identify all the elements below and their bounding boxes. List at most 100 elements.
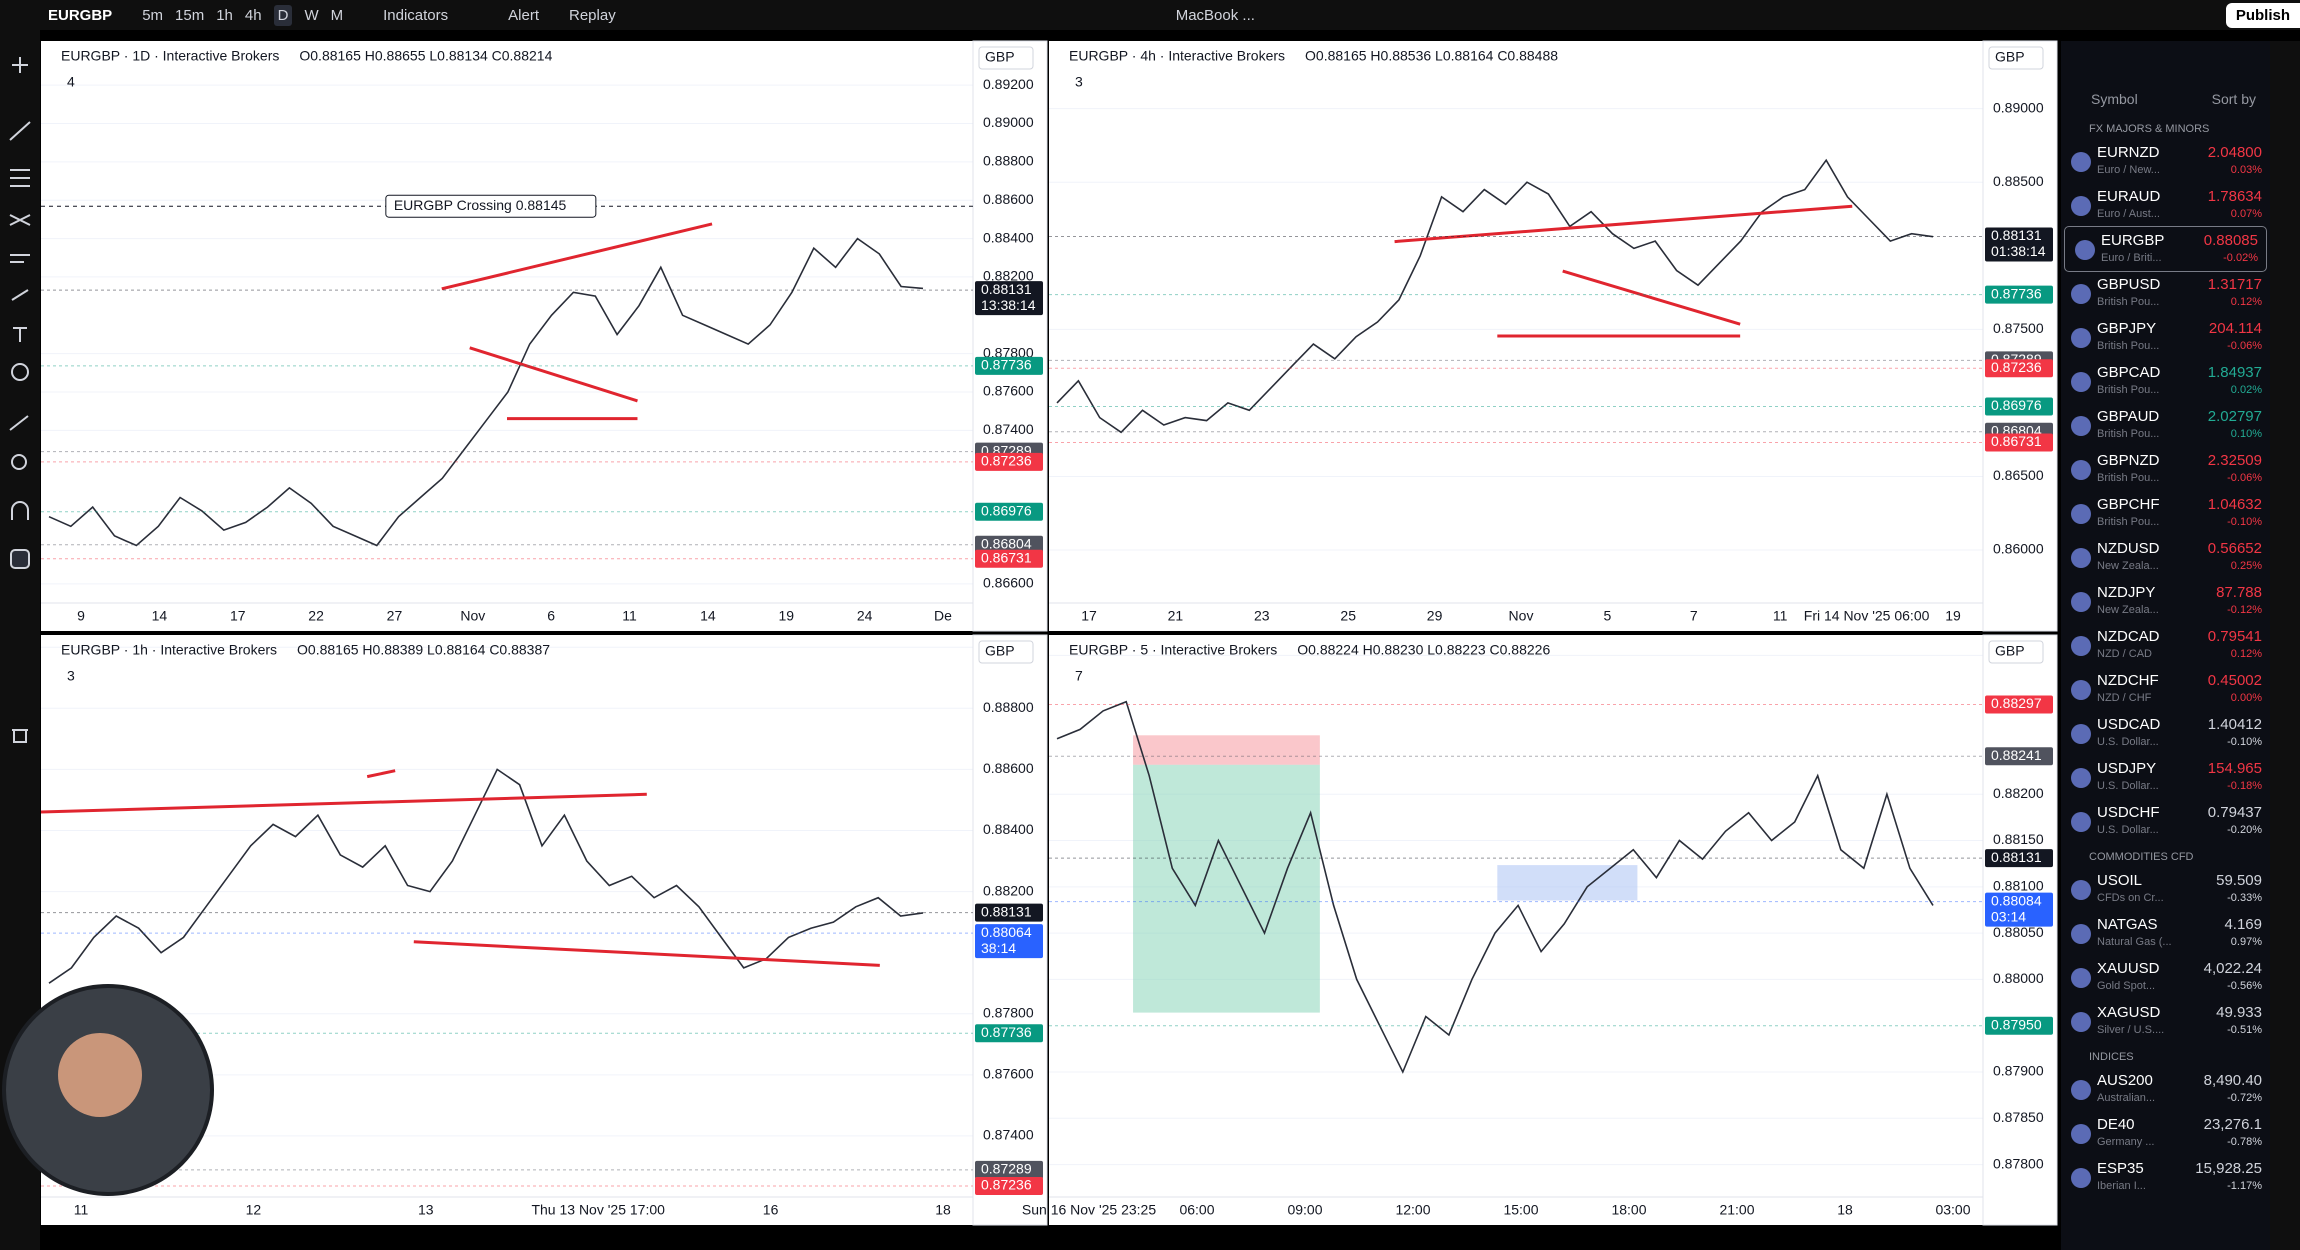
price-badge-label: 0.88131: [1991, 227, 2042, 243]
section-header[interactable]: INDICES: [2089, 1051, 2134, 1063]
price-tick-label: 0.89000: [1993, 99, 2044, 115]
symbol-icon: [2071, 1080, 2091, 1100]
interval-button[interactable]: 5m: [142, 6, 164, 24]
watchlist-row[interactable]: GBPAUD British Pou... 2.02797 0.10%: [2061, 403, 2270, 447]
price-axis: [1982, 40, 2058, 632]
watchlist-row[interactable]: AUS200 Australian... 8,490.40 -0.72%: [2061, 1067, 2270, 1111]
interval-button[interactable]: W: [304, 6, 319, 24]
change: -0.06%: [2227, 340, 2262, 352]
description: NZD / CHF: [2097, 692, 2152, 704]
description: New Zeala...: [2097, 604, 2159, 616]
section-header[interactable]: COMMODITIES CFD: [2089, 851, 2194, 863]
currency-label: GBP: [985, 643, 1015, 659]
ohlc-values: O0.88224 H0.88230 L0.88223 C0.88226: [1297, 642, 1550, 658]
alert-button[interactable]: Alert: [508, 6, 539, 24]
price-tick-label: 0.87400: [983, 421, 1034, 437]
time-tick-label: 24: [857, 608, 873, 624]
price: 23,276.1: [2203, 1116, 2262, 1133]
watchlist-row[interactable]: EURAUD Euro / Aust... 1.78634 0.07%: [2061, 183, 2270, 227]
interval-button[interactable]: 1h: [216, 6, 233, 24]
symbol-column[interactable]: Symbol: [2091, 91, 2138, 107]
watchlist-row[interactable]: NZDUSD New Zeala... 0.56652 0.25%: [2061, 535, 2270, 579]
time-tick-label: Thu 13 Nov '25 17:00: [531, 1202, 665, 1218]
ruler-tool[interactable]: [9, 415, 29, 431]
trend-line: [40, 792, 647, 814]
symbol-search[interactable]: EURGBP: [48, 6, 113, 24]
trend-line: [469, 346, 638, 403]
watchlist-row[interactable]: XAGUSD Silver / U.S.... 49.933 -0.51%: [2061, 999, 2270, 1043]
watchlist-row[interactable]: USDCAD U.S. Dollar... 1.40412 -0.10%: [2061, 711, 2270, 755]
time-tick-label: 29: [1427, 608, 1443, 624]
description: U.S. Dollar...: [2097, 824, 2159, 836]
watchlist-row[interactable]: GBPUSD British Pou... 1.31717 0.12%: [2061, 271, 2270, 315]
watchlist-row[interactable]: GBPNZD British Pou... 2.32509 -0.06%: [2061, 447, 2270, 491]
replay-button[interactable]: Replay: [569, 6, 616, 24]
interval-button[interactable]: M: [330, 6, 344, 24]
watchlist-row[interactable]: GBPJPY British Pou... 204.114 -0.06%: [2061, 315, 2270, 359]
symbol: USDJPY: [2097, 760, 2157, 777]
time-tick-label: 17: [230, 608, 246, 624]
price-badge: [975, 281, 1043, 316]
brush-tool[interactable]: [11, 289, 29, 301]
time-tick-label: Nov: [460, 608, 485, 624]
publish-button[interactable]: Publish: [2225, 2, 2300, 28]
price-badge-label: 0.87236: [981, 1177, 1032, 1193]
price: 49.933: [2216, 1004, 2262, 1021]
symbol-icon: [2071, 284, 2091, 304]
watchlist-row[interactable]: GBPCHF British Pou... 1.04632 -0.10%: [2061, 491, 2270, 535]
price: 4,022.24: [2203, 960, 2262, 977]
interval-button[interactable]: 15m: [175, 6, 205, 24]
icon-tool[interactable]: [11, 363, 29, 381]
watchlist-row[interactable]: EURGBP Euro / Briti... 0.88085 -0.02%: [2064, 226, 2267, 272]
currency-button[interactable]: [1988, 640, 2044, 664]
magnet-tool[interactable]: [11, 501, 29, 520]
trend-line-tool[interactable]: [9, 121, 31, 141]
watchlist-row[interactable]: DE40 Germany ... 23,276.1 -0.78%: [2061, 1111, 2270, 1155]
watchlist-row[interactable]: NZDCHF NZD / CHF 0.45002 0.00%: [2061, 667, 2270, 711]
watchlist-row[interactable]: ESP35 Iberian I... 15,928.25 -1.17%: [2061, 1155, 2270, 1199]
description: British Pou...: [2097, 516, 2160, 528]
interval-button[interactable]: D: [273, 4, 293, 26]
watchlist-row[interactable]: NZDCAD NZD / CAD 0.79541 0.12%: [2061, 623, 2270, 667]
lock-tool[interactable]: [10, 549, 30, 569]
price-badge: [975, 924, 1043, 959]
watchlist-row[interactable]: NZDJPY New Zeala... 87.788 -0.12%: [2061, 579, 2270, 623]
forecast-tool[interactable]: [10, 254, 30, 263]
fib-tool[interactable]: [10, 169, 30, 187]
description: British Pou...: [2097, 296, 2160, 308]
time-tick-label: 15:00: [1503, 1202, 1538, 1218]
zoom-tool[interactable]: [11, 454, 27, 470]
pattern-tool[interactable]: [9, 214, 31, 226]
currency-button[interactable]: [978, 640, 1034, 664]
time-tick-label: 13: [418, 1202, 434, 1218]
section-header[interactable]: FX MAJORS & MINORS: [2089, 123, 2210, 135]
text-tool[interactable]: [13, 327, 27, 342]
long-position-zone: [1133, 764, 1320, 1013]
time-tick-label: 19: [778, 608, 794, 624]
watchlist-row[interactable]: XAUUSD Gold Spot... 4,022.24 -0.56%: [2061, 955, 2270, 999]
watchlist-row[interactable]: USDJPY U.S. Dollar... 154.965 -0.18%: [2061, 755, 2270, 799]
change: -0.51%: [2227, 1024, 2262, 1036]
price-badge: [975, 1160, 1043, 1179]
currency-button[interactable]: [978, 46, 1034, 70]
right-sidebar: [2270, 41, 2300, 1250]
drawing-tools: [9, 57, 31, 743]
watchlist-row[interactable]: EURNZD Euro / New... 2.04800 0.03%: [2061, 139, 2270, 183]
price-badge: [1985, 397, 2053, 416]
time-tick-label: 18: [1837, 1202, 1853, 1218]
watchlist-row[interactable]: USOIL CFDs on Cr... 59.509 -0.33%: [2061, 867, 2270, 911]
alert-label-box: [385, 194, 597, 218]
trash-tool[interactable]: [12, 729, 28, 743]
indicators-button[interactable]: Indicators: [383, 6, 449, 24]
time-tick-label: Sun 16 Nov '25 23:25: [1022, 1202, 1156, 1218]
currency-button[interactable]: [1988, 46, 2044, 70]
chart-pane: 0.89000 0.88500 0.87500 0.86500 0.86000 0.881…: [1049, 40, 2058, 632]
watchlist-row[interactable]: USDCHF U.S. Dollar... 0.79437 -0.20%: [2061, 799, 2270, 843]
sort-button[interactable]: Sort by: [2211, 91, 2256, 107]
price: 0.56652: [2207, 540, 2262, 557]
symbol-icon: [2071, 504, 2091, 524]
watchlist-row[interactable]: GBPCAD British Pou... 1.84937 0.02%: [2061, 359, 2270, 403]
interval-button[interactable]: 4h: [244, 6, 262, 24]
crosshair-tool[interactable]: [12, 57, 28, 73]
watchlist-row[interactable]: NATGAS Natural Gas (... 4.169 0.97%: [2061, 911, 2270, 955]
